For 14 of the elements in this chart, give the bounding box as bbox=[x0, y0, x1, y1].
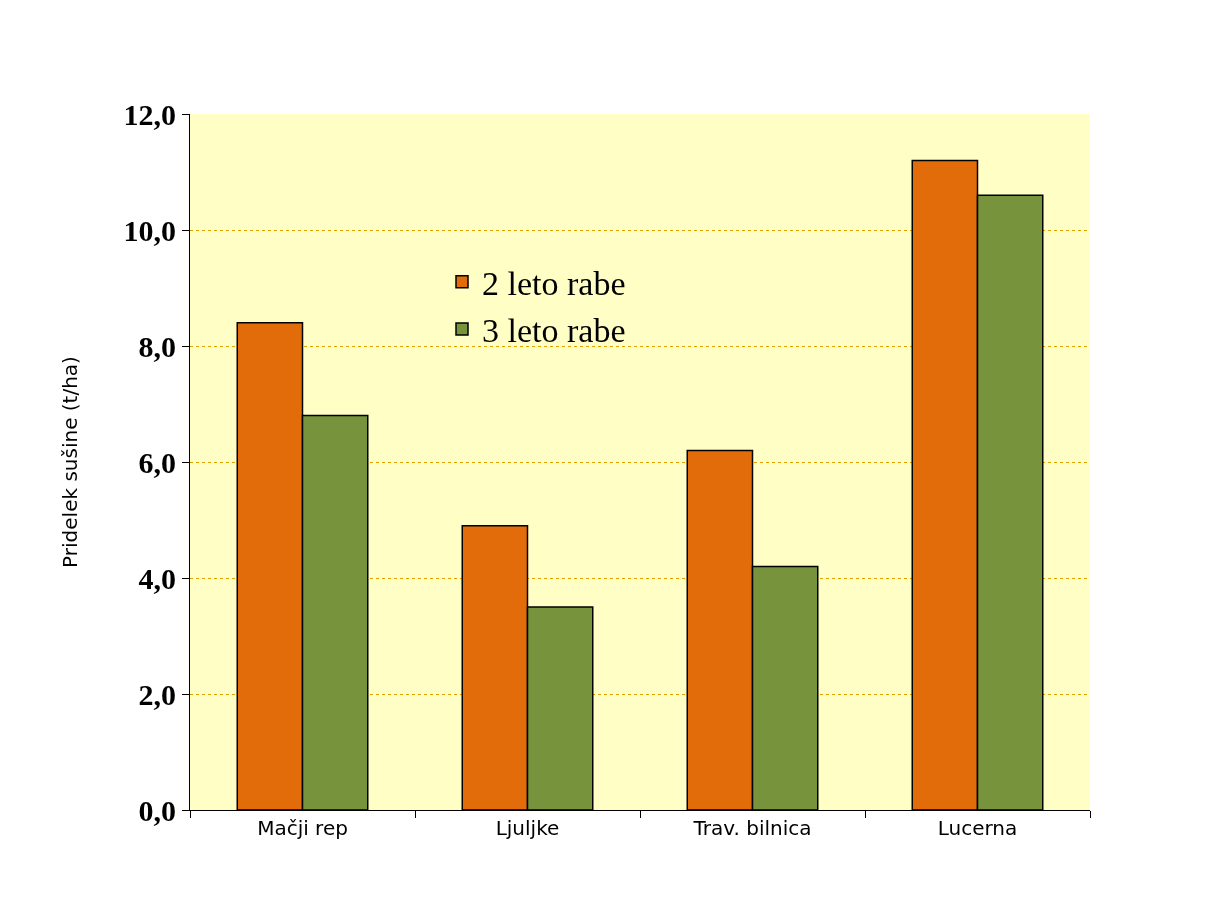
y-tick-label: 12,0 bbox=[123, 97, 176, 131]
y-tick-label: 10,0 bbox=[123, 213, 176, 247]
y-axis-title: Pridelek sušine (t/ha) bbox=[58, 356, 82, 568]
x-tick-label: Ljuljke bbox=[495, 816, 560, 840]
y-tick-label: 6,0 bbox=[138, 445, 176, 479]
y-tick-label: 8,0 bbox=[138, 329, 176, 363]
x-tick-label: Lucerna bbox=[937, 816, 1018, 840]
legend-label: 2 leto rabe bbox=[482, 265, 626, 303]
x-tick-label: Mačji rep bbox=[257, 816, 348, 840]
legend-label: 3 leto rabe bbox=[482, 312, 626, 350]
y-tick-label: 4,0 bbox=[138, 561, 176, 595]
y-tick-label: 2,0 bbox=[138, 677, 176, 711]
x-tick-label: Trav. bilnica bbox=[692, 816, 812, 840]
y-tick-label: 0,0 bbox=[138, 793, 176, 827]
